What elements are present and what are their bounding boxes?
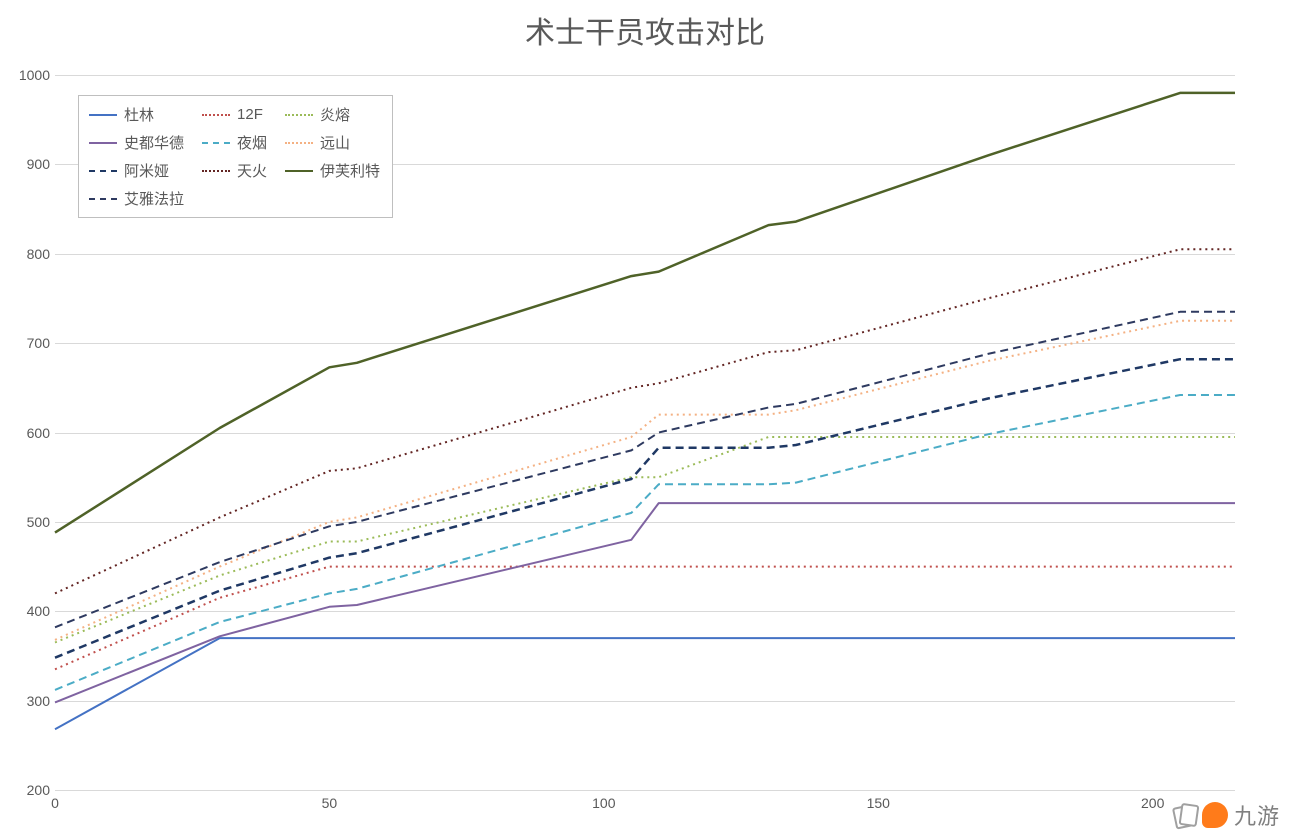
legend-label: 天火 <box>237 160 267 181</box>
legend-swatch <box>89 198 117 200</box>
legend-item: 12F <box>202 104 267 125</box>
legend-item <box>285 188 380 209</box>
legend-item: 阿米娅 <box>89 160 184 181</box>
legend-label: 艾雅法拉 <box>124 188 184 209</box>
legend-item: 伊芙利特 <box>285 160 380 181</box>
legend-item: 天火 <box>202 160 267 181</box>
legend-item <box>202 188 267 209</box>
watermark-label: 九游 <box>1234 799 1280 831</box>
legend: 杜林 12F 炎熔史都华德 夜烟 远山阿米娅 天火 伊芙利特艾雅法拉 <box>78 95 393 218</box>
legend-label: 炎熔 <box>320 104 350 125</box>
legend-label: 史都华德 <box>124 132 184 153</box>
legend-item: 炎熔 <box>285 104 380 125</box>
legend-item: 杜林 <box>89 104 184 125</box>
series-line <box>55 359 1235 658</box>
legend-swatch <box>285 142 313 144</box>
chart-container: 术士干员攻击对比 杜林12F炎熔史都华德夜烟远山阿米娅天火伊芙利特艾雅法拉 20… <box>0 0 1290 837</box>
legend-label: 12F <box>237 106 263 123</box>
series-line <box>55 312 1235 628</box>
legend-label: 阿米娅 <box>124 160 169 181</box>
series-line <box>55 638 1235 729</box>
legend-swatch <box>202 170 230 172</box>
series-line <box>55 437 1235 643</box>
legend-swatch <box>89 170 117 172</box>
series-line <box>55 503 1235 702</box>
legend-swatch <box>285 170 313 172</box>
legend-item: 远山 <box>285 132 380 153</box>
watermark: 九游 <box>1174 799 1280 831</box>
legend-swatch <box>202 114 230 116</box>
legend-swatch <box>202 142 230 144</box>
legend-label: 远山 <box>320 132 350 153</box>
legend-swatch <box>89 114 117 116</box>
legend-item: 艾雅法拉 <box>89 188 184 209</box>
legend-label: 伊芙利特 <box>320 160 380 181</box>
cards-icon <box>1174 804 1196 826</box>
series-line <box>55 395 1235 690</box>
legend-item: 史都华德 <box>89 132 184 153</box>
legend-label: 夜烟 <box>237 132 267 153</box>
legend-label: 杜林 <box>124 104 154 125</box>
mascot-icon <box>1202 802 1228 828</box>
series-line <box>55 321 1235 640</box>
legend-swatch <box>89 142 117 144</box>
series-line <box>55 567 1235 670</box>
legend-item: 夜烟 <box>202 132 267 153</box>
legend-swatch <box>285 114 313 116</box>
